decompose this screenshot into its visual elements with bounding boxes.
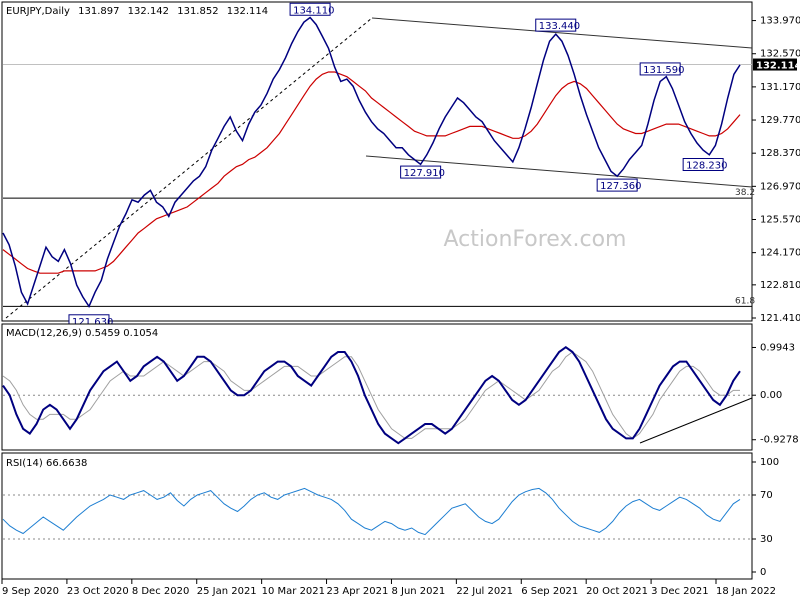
rsi-y-tick-label: 30 bbox=[760, 534, 773, 545]
price-y-tick-label: 121.410 bbox=[760, 313, 800, 324]
macd-header: MACD(12,26,9) 0.5459 0.1054 bbox=[6, 328, 158, 339]
x-tick-label: 25 Jan 2021 bbox=[197, 586, 257, 597]
series-line-close bbox=[2, 16, 741, 308]
price-y-tick-label: 125.570 bbox=[760, 214, 800, 225]
annotation-box bbox=[400, 165, 442, 179]
rsi-panel: RSI(14) 66.6638 100 70 30 0 bbox=[1, 452, 779, 580]
current-price-box bbox=[753, 58, 797, 71]
series-line-ma bbox=[2, 71, 741, 274]
price-annotations: 134.110 133.440 131.590 127.910 127.360 128.2… bbox=[68, 2, 728, 328]
rsi-y-tick-label: 70 bbox=[760, 490, 773, 501]
annotation-label: 127.910 bbox=[404, 168, 445, 179]
price-y-tick-label: 133.970 bbox=[760, 16, 800, 27]
ohlc-high: 132.142 bbox=[128, 6, 169, 17]
x-tick-label: 23 Apr 2021 bbox=[327, 586, 389, 597]
fib-level-label: 61.8 bbox=[735, 296, 755, 306]
price-y-tick-label: 129.770 bbox=[760, 115, 800, 126]
rsi-y-tick-label: 100 bbox=[760, 457, 779, 468]
annotation-label: 127.360 bbox=[600, 181, 641, 192]
annotation-label: 133.440 bbox=[539, 21, 580, 32]
price-axis: 133.970 132.570 131.170 129.770 128.370 126.9… bbox=[752, 16, 800, 324]
annotation-label: 121.630 bbox=[72, 317, 113, 328]
rsi-y-tick-label: 0 bbox=[760, 567, 766, 578]
lower-channel-line bbox=[365, 155, 753, 188]
price-y-tick-label: 131.170 bbox=[760, 82, 800, 93]
symbol-name: EURJPY,Daily bbox=[6, 6, 70, 17]
price-y-tick-label: 126.970 bbox=[760, 181, 800, 192]
x-tick-label: 8 Dec 2020 bbox=[132, 586, 190, 597]
rsi-header: RSI(14) 66.6638 bbox=[6, 458, 87, 469]
series-line-macd bbox=[2, 345, 741, 445]
annotation-label: 128.230 bbox=[686, 161, 727, 172]
x-tick-label: 18 Jan 2022 bbox=[716, 586, 776, 597]
annotation-label: 131.590 bbox=[643, 65, 684, 76]
x-tick-label: 8 Jun 2021 bbox=[391, 586, 445, 597]
macd-axis: 0.9943 0.00 -0.9278 bbox=[752, 342, 799, 446]
ohlc-open: 131.897 bbox=[78, 6, 119, 17]
price-y-tick-label: 128.370 bbox=[760, 148, 800, 159]
rsi-axis: 100 70 30 0 bbox=[752, 457, 779, 578]
x-tick-label: 6 Sep 2021 bbox=[521, 586, 578, 597]
macd-y-tick-label: -0.9278 bbox=[760, 435, 799, 446]
price-trendlines bbox=[5, 17, 753, 319]
annotation-box bbox=[682, 158, 724, 172]
upper-channel-line bbox=[371, 17, 753, 49]
price-series-group bbox=[2, 16, 741, 308]
ohlc-low: 131.852 bbox=[177, 6, 218, 17]
x-tick-label: 3 Dec 2021 bbox=[651, 586, 709, 597]
x-tick-label: 10 Mar 2021 bbox=[262, 586, 325, 597]
rising-trendline bbox=[5, 17, 373, 319]
annotation-box bbox=[289, 2, 331, 16]
annotation-box bbox=[639, 62, 681, 76]
x-tick-label: 9 Sep 2020 bbox=[2, 586, 59, 597]
macd-trendline bbox=[639, 397, 753, 444]
price-y-tick-label: 122.810 bbox=[760, 280, 800, 291]
macd-panel: MACD(12,26,9) 0.5459 0.1054 0.9943 0.00 -0… bbox=[1, 323, 799, 451]
series-line-rsi bbox=[2, 487, 741, 536]
price-y-tick-label: 124.170 bbox=[760, 248, 800, 259]
x-tick-label: 23 Oct 2020 bbox=[67, 586, 129, 597]
symbol-header: EURJPY,Daily 131.897 132.142 131.852 132… bbox=[6, 6, 268, 17]
ohlc-close: 132.114 bbox=[227, 6, 268, 17]
macd-y-tick-label: 0.00 bbox=[760, 390, 782, 401]
x-axis: 9 Sep 2020 23 Oct 2020 8 Dec 2020 25 Jan 20… bbox=[1, 579, 776, 597]
annotation-box bbox=[596, 178, 638, 192]
current-price-label: 132.114 bbox=[756, 61, 800, 72]
x-tick-label: 20 Oct 2021 bbox=[586, 586, 648, 597]
fib-level-label: 38.2 bbox=[735, 188, 755, 198]
macd-series-group bbox=[2, 345, 752, 445]
x-tick-label: 22 Jul 2021 bbox=[456, 586, 513, 597]
annotation-label: 134.110 bbox=[293, 5, 334, 16]
rsi-series-group bbox=[2, 487, 752, 540]
price-horizontal-lines: 38.2 61.8 bbox=[3, 64, 755, 307]
annotation-box bbox=[535, 18, 577, 32]
price-y-tick-label: 132.570 bbox=[760, 49, 800, 60]
macd-y-tick-label: 0.9943 bbox=[760, 342, 795, 353]
watermark: ActionForex.com bbox=[444, 227, 627, 252]
price-panel: ActionForex.com EURJPY,Daily 131.897 132… bbox=[1, 1, 800, 328]
